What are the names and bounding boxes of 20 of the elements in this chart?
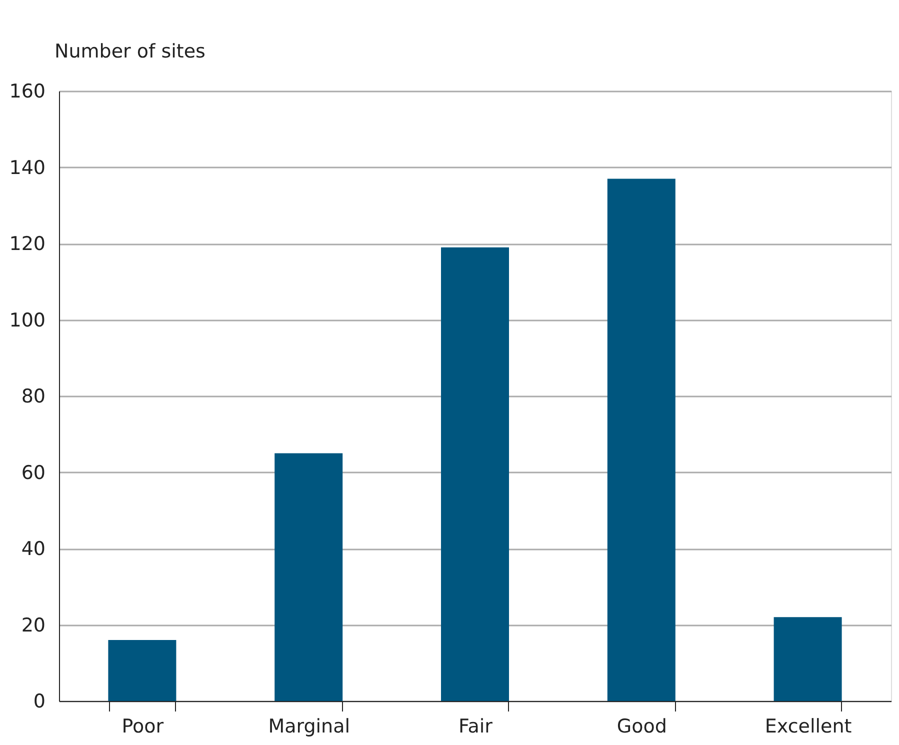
y-tick-label: 80 [21, 386, 46, 408]
y-tick-label: 120 [9, 233, 46, 255]
y-tick-label: 100 [9, 309, 46, 332]
y-tick-label: 40 [21, 538, 46, 560]
y-tick-label: 60 [21, 462, 46, 484]
bar [774, 617, 842, 701]
y-tick-label: 20 [21, 614, 46, 636]
y-tick-label: 140 [9, 156, 46, 179]
x-tick-label: Marginal [268, 716, 350, 738]
bar [274, 453, 343, 701]
y-tick-label: 0 [33, 690, 46, 712]
x-tick-label: Fair [458, 716, 493, 738]
x-tick-label: Poor [122, 716, 164, 738]
x-tick-label: Excellent [764, 716, 852, 738]
bar [441, 247, 509, 701]
x-tick-label: Good [616, 716, 667, 738]
y-axis-title: Number of sites [54, 40, 206, 62]
bar [108, 640, 176, 701]
bar [607, 178, 676, 701]
y-tick-label: 160 [9, 80, 46, 102]
